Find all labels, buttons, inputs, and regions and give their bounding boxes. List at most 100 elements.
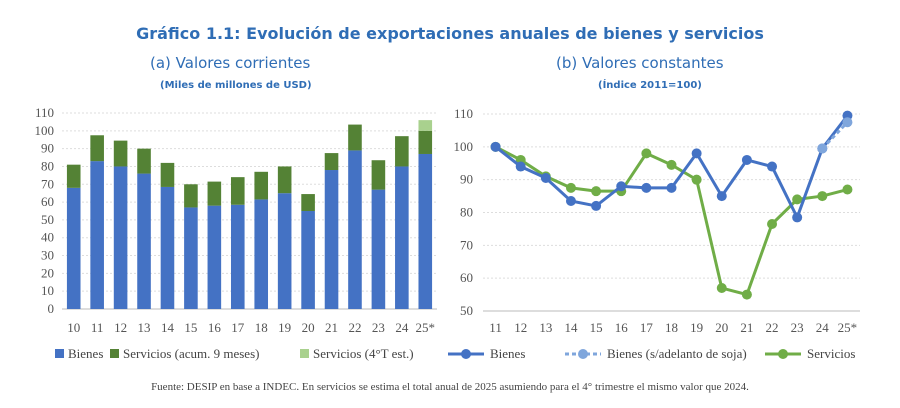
chart-a-subtitle: (Miles de millones de USD) (160, 80, 312, 91)
x-tick-label: 21 (325, 320, 338, 335)
bar-0-16 (207, 205, 222, 309)
x-tick-label: 22 (766, 320, 779, 335)
y-tick-label: 30 (41, 248, 54, 263)
bar-0-14 (160, 186, 175, 309)
legend-label: Servicios (acum. 9 meses) (123, 346, 259, 361)
x-tick-label: 16 (615, 320, 629, 335)
x-tick-label: 17 (231, 320, 245, 335)
bar-0-12 (113, 166, 128, 309)
legend-label: Bienes (s/adelanto de soja) (607, 346, 747, 361)
point-2-17 (641, 148, 652, 159)
point-2-21 (741, 289, 752, 300)
y-tick-label: 100 (454, 139, 474, 154)
point-0-18 (666, 182, 677, 193)
x-tick-label: 21 (740, 320, 753, 335)
point-2-14 (565, 182, 576, 193)
y-tick-label: 60 (41, 194, 54, 209)
point-0-13 (540, 173, 551, 184)
y-tick-label: 70 (460, 237, 473, 252)
bar-0-11 (90, 161, 104, 309)
x-tick-label: 15 (184, 320, 197, 335)
x-tick-label: 12 (114, 320, 127, 335)
bar-0-17 (230, 204, 245, 309)
point-2-19 (691, 174, 702, 185)
x-tick-label: 14 (161, 320, 175, 335)
legend-label: Bienes (490, 346, 525, 361)
x-tick-label: 20 (715, 320, 728, 335)
x-tick-label: 10 (67, 320, 80, 335)
legend-marker (778, 349, 788, 359)
y-tick-label: 90 (460, 172, 473, 187)
y-tick-label: 0 (48, 301, 55, 316)
x-tick-label: 19 (690, 320, 703, 335)
legend-swatch (110, 349, 119, 358)
x-tick-label: 25* (838, 320, 858, 335)
x-tick-label: 19 (278, 320, 291, 335)
bar-1-14 (160, 162, 175, 187)
bar-1-15 (184, 184, 198, 208)
bar-1-11 (90, 135, 104, 162)
bar-1-19 (277, 166, 292, 194)
chart-b-title: (b) Valores constantes (556, 54, 724, 72)
bar-0-20 (301, 211, 315, 309)
bar-0-10 (66, 187, 81, 309)
chart-b-subtitle: (Índice 2011=100) (598, 80, 702, 91)
point-2-22 (767, 218, 778, 229)
y-tick-label: 60 (460, 270, 473, 285)
line-series-1 (821, 121, 849, 150)
bar-0-24 (395, 166, 409, 309)
point-0-11 (490, 141, 501, 152)
legend-label: Bienes (68, 346, 103, 361)
y-tick-label: 40 (41, 230, 54, 245)
bar-1-24 (395, 136, 409, 167)
bar-0-13 (137, 173, 151, 309)
x-tick-label: 18 (255, 320, 268, 335)
x-tick-label: 25* (416, 320, 436, 335)
point-2-18 (666, 159, 677, 170)
point-0-12 (515, 161, 526, 172)
point-1-25* (842, 117, 853, 128)
y-tick-label: 90 (41, 141, 54, 156)
point-0-14 (565, 196, 576, 207)
point-0-22 (767, 161, 778, 172)
legend-marker (578, 349, 588, 359)
x-tick-label: 16 (208, 320, 222, 335)
x-tick-label: 22 (348, 320, 361, 335)
x-tick-label: 24 (816, 320, 830, 335)
legend-label: Servicios (4°T est.) (313, 346, 414, 361)
bar-0-18 (254, 199, 269, 309)
x-tick-label: 12 (514, 320, 527, 335)
x-tick-label: 11 (489, 320, 502, 335)
point-0-15 (591, 200, 602, 211)
bar-1-12 (113, 140, 128, 167)
point-2-23 (792, 194, 803, 205)
point-0-20 (716, 191, 727, 202)
point-0-23 (792, 212, 803, 223)
point-2-15 (591, 186, 602, 197)
bar-0-19 (277, 193, 292, 309)
bar-1-13 (137, 148, 151, 174)
y-tick-label: 50 (460, 303, 473, 318)
bar-1-22 (348, 124, 362, 151)
y-tick-label: 80 (41, 158, 54, 173)
y-tick-label: 100 (35, 123, 55, 138)
point-0-19 (691, 148, 702, 159)
x-tick-label: 13 (138, 320, 151, 335)
source-note: Fuente: DESIP en base a INDEC. En servic… (151, 381, 749, 393)
point-0-21 (741, 154, 752, 165)
bar-2-25* (418, 120, 433, 131)
x-tick-label: 15 (590, 320, 603, 335)
legend-marker (461, 349, 471, 359)
y-tick-label: 70 (41, 176, 54, 191)
bar-1-21 (324, 153, 339, 171)
bar-1-25* (418, 130, 433, 154)
y-tick-label: 10 (41, 283, 54, 298)
point-0-16 (616, 181, 627, 192)
x-tick-label: 17 (640, 320, 654, 335)
point-2-24 (817, 191, 828, 202)
point-0-17 (641, 182, 652, 193)
x-tick-label: 23 (791, 320, 804, 335)
point-1-24 (817, 143, 828, 154)
y-tick-label: 80 (460, 205, 473, 220)
